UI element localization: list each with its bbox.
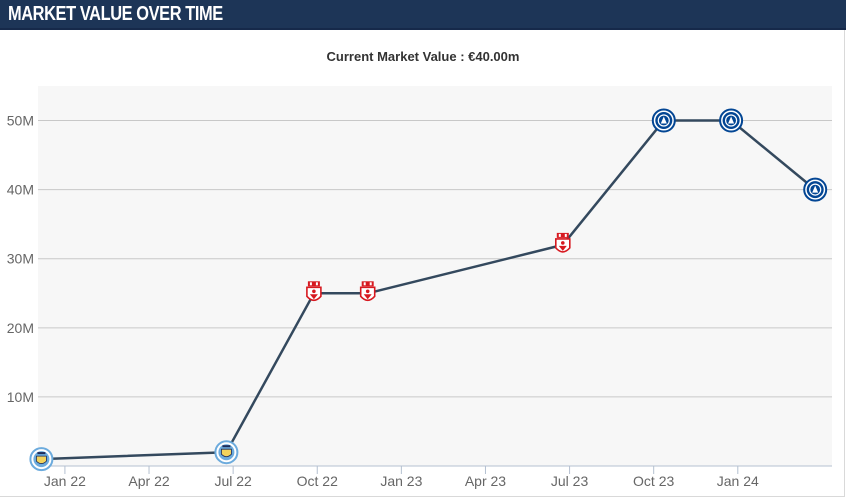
x-tick-label: Jul 23 <box>551 473 589 489</box>
x-tick-label: Apr 22 <box>128 473 169 489</box>
chart-frame <box>0 30 845 497</box>
x-tick-label: Jul 22 <box>214 473 252 489</box>
x-tick-label: Apr 23 <box>465 473 506 489</box>
y-tick-label: 20M <box>7 320 34 336</box>
x-tick-label: Jan 22 <box>44 473 86 489</box>
section-title: MARKET VALUE OVER TIME <box>8 3 223 25</box>
y-tick-label: 50M <box>7 113 34 129</box>
data-point-manchester-city-logo[interactable] <box>29 447 54 472</box>
x-tick-label: Jan 23 <box>380 473 422 489</box>
y-tick-label: 10M <box>7 389 34 405</box>
y-tick-label: 30M <box>7 251 34 267</box>
data-point-manchester-city-logo[interactable] <box>214 440 239 465</box>
data-point-southampton-logo[interactable] <box>306 280 322 302</box>
x-tick-label: Oct 23 <box>633 473 674 489</box>
data-point-chelsea-logo[interactable] <box>651 108 676 133</box>
x-tick-label: Oct 22 <box>297 473 338 489</box>
x-tick-label: Jan 24 <box>717 473 759 489</box>
data-point-chelsea-logo[interactable] <box>803 177 828 202</box>
chart-title: Current Market Value : €40.00m <box>326 49 520 64</box>
y-tick-label: 40M <box>7 182 34 198</box>
data-point-southampton-logo[interactable] <box>359 280 376 302</box>
header-bar: MARKET VALUE OVER TIME <box>0 0 846 30</box>
data-point-chelsea-logo[interactable] <box>719 108 744 133</box>
data-point-southampton-logo[interactable] <box>554 232 571 253</box>
